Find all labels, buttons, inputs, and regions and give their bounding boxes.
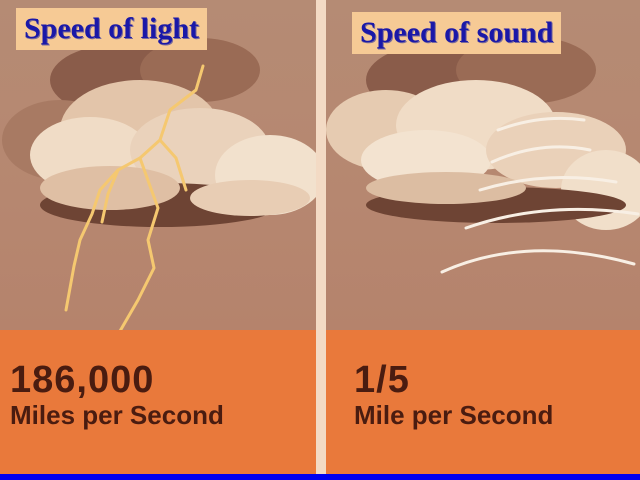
- panel-divider: [316, 0, 326, 474]
- storm-cloud-right: [326, 36, 640, 230]
- light-band: [0, 330, 316, 474]
- light-scene: [2, 38, 316, 330]
- sound-band: [326, 330, 640, 474]
- sound-waves: [440, 116, 640, 274]
- sound-unit: Mile per Second: [354, 400, 554, 430]
- light-title: Speed of light: [16, 8, 208, 50]
- storm-cloud-left: [2, 38, 316, 227]
- sound-title: Speed of sound: [352, 12, 562, 54]
- light-unit: Miles per Second: [10, 400, 224, 430]
- sound-panel: [326, 0, 640, 474]
- sound-value: 1/5: [354, 359, 410, 401]
- light-value: 186,000: [10, 359, 155, 401]
- sound-scene: [326, 36, 640, 274]
- lightning-bolt: [64, 64, 205, 330]
- light-panel: Speed of light 186,000 Miles per Second: [0, 0, 316, 474]
